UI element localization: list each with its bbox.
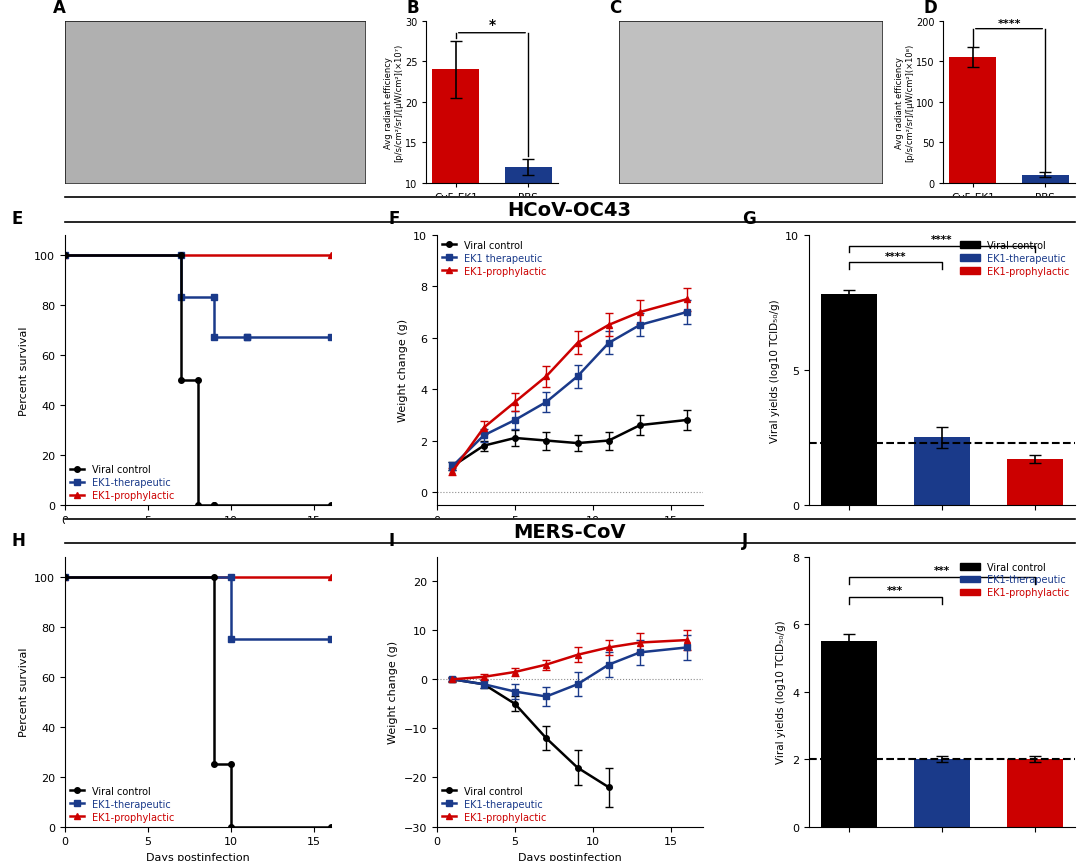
X-axis label: Days postinfection: Days postinfection xyxy=(146,852,249,861)
X-axis label: Days postinfection: Days postinfection xyxy=(517,852,622,861)
Y-axis label: Percent survival: Percent survival xyxy=(18,325,28,415)
Legend: Viral control, EK1-therapeutic, EK1-prophylactic: Viral control, EK1-therapeutic, EK1-prop… xyxy=(70,786,174,821)
Legend: Viral control, EK1-therapeutic, EK1-prophylactic: Viral control, EK1-therapeutic, EK1-prop… xyxy=(960,562,1069,598)
Text: E: E xyxy=(12,209,23,227)
Bar xyxy=(914,759,970,827)
Text: ****: **** xyxy=(885,251,906,261)
Y-axis label: Avg radiant efficiency
[p/s/cm²/sr]/[μW/cm²](×10⁷): Avg radiant efficiency [p/s/cm²/sr]/[μW/… xyxy=(384,44,404,162)
Legend: Viral control, EK1 therapeutic, EK1-prophylactic: Viral control, EK1 therapeutic, EK1-prop… xyxy=(442,240,546,276)
Text: F: F xyxy=(389,209,401,227)
Text: ****: **** xyxy=(931,235,953,245)
Text: MERS-CoV: MERS-CoV xyxy=(513,522,626,542)
Y-axis label: Weight change (g): Weight change (g) xyxy=(388,641,399,743)
Bar xyxy=(1022,176,1068,184)
Bar xyxy=(821,295,877,505)
Text: A: A xyxy=(53,0,66,16)
Legend: Viral control, EK1-therapeutic, EK1-prophylactic: Viral control, EK1-therapeutic, EK1-prop… xyxy=(442,786,546,821)
Text: D: D xyxy=(923,0,937,16)
Bar xyxy=(1007,460,1063,505)
Bar xyxy=(504,168,552,265)
Legend: Viral control, EK1-therapeutic, EK1-prophylactic: Viral control, EK1-therapeutic, EK1-prop… xyxy=(960,240,1069,276)
Text: B: B xyxy=(407,0,419,16)
X-axis label: Days postinfection: Days postinfection xyxy=(146,530,249,541)
Bar xyxy=(821,641,877,827)
Text: G: G xyxy=(742,209,756,227)
Legend: Viral control, EK1-therapeutic, EK1-prophylactic: Viral control, EK1-therapeutic, EK1-prop… xyxy=(70,465,174,500)
Bar xyxy=(914,437,970,505)
Y-axis label: Weight change (g): Weight change (g) xyxy=(397,319,407,422)
Text: *: * xyxy=(488,18,496,32)
Y-axis label: Avg radiant efficiency
[p/s/cm²/sr]/[μW/cm²](×10⁸): Avg radiant efficiency [p/s/cm²/sr]/[μW/… xyxy=(895,44,915,162)
Text: ***: *** xyxy=(934,566,949,575)
Text: ****: **** xyxy=(997,19,1021,28)
Text: C: C xyxy=(609,0,621,16)
Text: ***: *** xyxy=(887,585,903,596)
Text: J: J xyxy=(742,531,748,549)
Text: H: H xyxy=(12,531,26,549)
Bar xyxy=(949,58,997,184)
Y-axis label: Viral yields (log10 TCID₅₀/g): Viral yields (log10 TCID₅₀/g) xyxy=(777,620,786,764)
Y-axis label: Viral yields (log10 TCID₅₀/g): Viral yields (log10 TCID₅₀/g) xyxy=(770,299,780,443)
Y-axis label: Percent survival: Percent survival xyxy=(18,647,28,736)
Text: I: I xyxy=(389,531,395,549)
Bar xyxy=(1007,759,1063,827)
Text: HCoV-OC43: HCoV-OC43 xyxy=(508,201,632,220)
Bar xyxy=(432,71,480,265)
X-axis label: Days postinfection: Days postinfection xyxy=(517,530,622,541)
